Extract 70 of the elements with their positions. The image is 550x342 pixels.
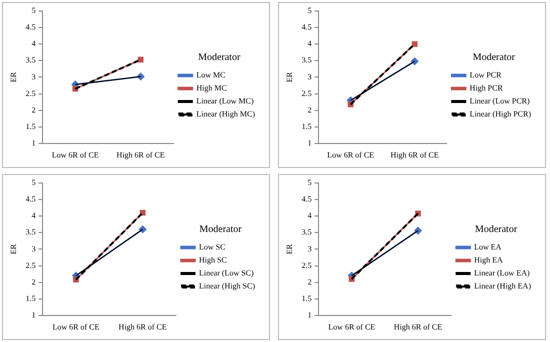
y-tick-label: 2 (308, 105, 312, 114)
y-tick-label: 3 (308, 72, 312, 82)
legend-label: Linear (Low EA) (474, 268, 530, 278)
legend-label: Linear (Low MC) (196, 96, 254, 106)
y-tick-label: 5 (308, 6, 312, 16)
legend-label: High SC (199, 256, 227, 265)
y-tick-label: 4.5 (26, 194, 36, 204)
y-tick-label: 1 (32, 310, 36, 320)
legend-label: Linear (Low PCR) (470, 96, 530, 106)
legend-label: Low PCR (470, 70, 502, 80)
y-tick-label: 2 (32, 277, 36, 286)
y-tick-label: 2.5 (302, 260, 312, 270)
y-tick-label: 2.5 (26, 88, 36, 98)
y-tick-label: 1 (32, 138, 36, 148)
y-axis-title: ER (284, 71, 294, 82)
y-tick-label: 5 (308, 178, 312, 188)
point (138, 56, 144, 63)
x-tick-label: Low 6R of CE (52, 150, 99, 160)
legend-label: Linear (Low SC) (199, 268, 254, 278)
legend-title: Moderator (198, 52, 241, 64)
y-tick-label: 3 (308, 244, 312, 254)
y-tick-label: 2 (32, 105, 36, 114)
y-tick-label: 1.5 (26, 294, 36, 303)
y-tick-label: 3.5 (302, 228, 312, 237)
x-tick-label: High 6R of CE (394, 322, 442, 332)
y-tick-label: 2 (308, 277, 312, 286)
y-tick-label: 4.5 (26, 22, 36, 32)
y-tick-label: 5 (32, 178, 36, 188)
y-axis-title: ER (8, 71, 18, 82)
y-tick-label: 4 (308, 211, 312, 220)
legend-label: High EA (474, 256, 504, 265)
legend-label: Linear (High MC) (196, 110, 256, 119)
y-tick-label: 5 (32, 6, 36, 16)
y-axis-title: ER (8, 243, 18, 254)
legend-title: Moderator (474, 224, 518, 236)
y-tick-label: 4.5 (302, 194, 312, 204)
y-tick-label: 1 (308, 310, 312, 320)
legend-label: Linear (High SC) (199, 282, 256, 291)
y-tick-label: 4.5 (302, 22, 312, 32)
point (412, 41, 418, 47)
y-tick-label: 1.5 (302, 122, 312, 131)
y-tick-label: 1.5 (26, 122, 36, 131)
legend-label: High MC (196, 84, 227, 93)
x-tick-label: High 6R of CE (118, 322, 167, 332)
y-tick-label: 3 (32, 72, 36, 82)
y-axis-title: ER (284, 243, 294, 254)
legend-label: Low MC (196, 70, 226, 80)
y-tick-label: 2.5 (26, 260, 36, 270)
x-tick-label: High 6R of CE (116, 150, 165, 160)
y-tick-label: 2.5 (302, 88, 312, 98)
y-tick-label: 4 (308, 39, 312, 48)
y-tick-label: 1 (308, 138, 312, 148)
legend-title: Moderator (199, 224, 242, 236)
y-tick-label: 3.5 (26, 56, 36, 65)
legend-label: Linear (High PCR) (470, 110, 532, 119)
legend-label: Linear (High EA) (474, 282, 532, 291)
y-tick-label: 3 (32, 244, 36, 254)
y-tick-label: 4 (32, 211, 36, 220)
legend-label: High PCR (470, 84, 504, 93)
x-tick-label: Low 6R of CE (328, 322, 376, 332)
x-tick-label: High 6R of CE (390, 150, 439, 160)
legend-title: Moderator (472, 52, 516, 64)
x-tick-label: Low 6R of CE (327, 150, 374, 160)
legend-label: Low EA (474, 242, 502, 252)
y-tick-label: 1.5 (302, 294, 312, 303)
x-tick-label: Low 6R of CE (52, 322, 100, 332)
legend-label: Low SC (199, 242, 226, 252)
y-tick-label: 4 (32, 39, 36, 48)
y-tick-label: 3.5 (302, 56, 312, 65)
y-tick-label: 3.5 (26, 228, 36, 237)
